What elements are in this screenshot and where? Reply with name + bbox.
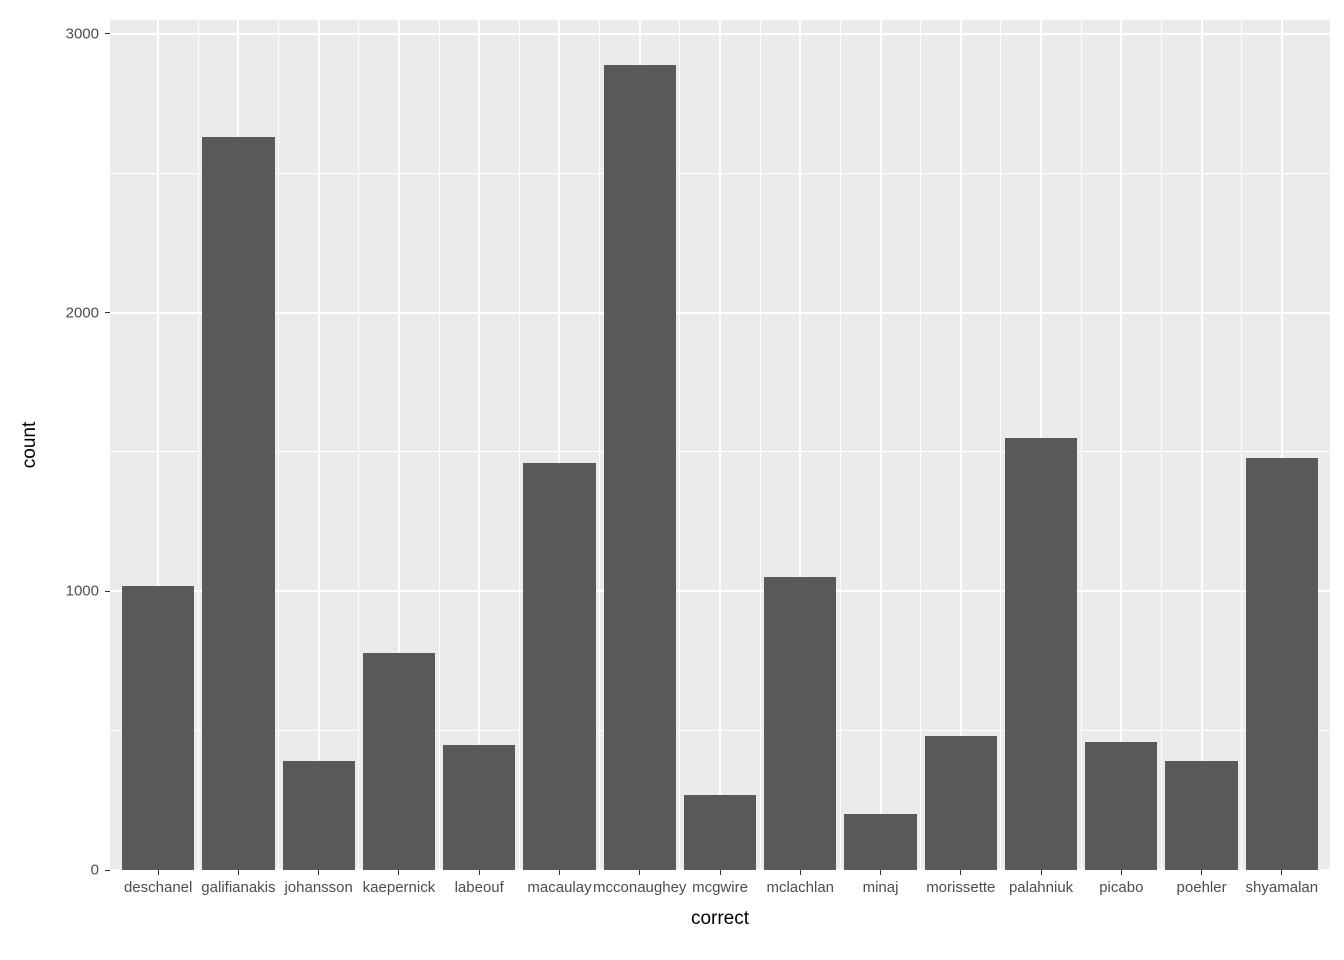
x-tick-label: morissette bbox=[926, 879, 995, 896]
x-tick-label: mclachlan bbox=[766, 879, 834, 896]
bar bbox=[604, 65, 676, 870]
y-tick-mark bbox=[105, 33, 110, 34]
bar-chart: 0 1000 2000 3000 deschanel galifianakis johan… bbox=[0, 0, 1344, 960]
grid-line-minor bbox=[1241, 20, 1242, 870]
bar bbox=[1246, 458, 1318, 870]
x-tick-label: deschanel bbox=[124, 879, 192, 896]
x-tick-label: johansson bbox=[284, 879, 352, 896]
bar bbox=[1165, 761, 1237, 870]
plot-panel bbox=[110, 20, 1330, 870]
grid-line-minor bbox=[760, 20, 761, 870]
x-tick-label: kaepernick bbox=[363, 879, 436, 896]
bar bbox=[764, 577, 836, 870]
grid-line-major bbox=[478, 20, 480, 870]
grid-line-minor bbox=[198, 20, 199, 870]
x-tick-label: palahniuk bbox=[1009, 879, 1073, 896]
x-tick-mark bbox=[880, 870, 881, 875]
bar bbox=[925, 736, 997, 870]
bar bbox=[844, 814, 916, 870]
bar bbox=[523, 463, 595, 870]
x-tick-label: minaj bbox=[863, 879, 899, 896]
grid-line-minor bbox=[358, 20, 359, 870]
grid-line-minor bbox=[519, 20, 520, 870]
x-tick-mark bbox=[720, 870, 721, 875]
grid-line-minor bbox=[599, 20, 600, 870]
x-tick-mark bbox=[238, 870, 239, 875]
x-tick-mark bbox=[398, 870, 399, 875]
x-tick-mark bbox=[479, 870, 480, 875]
bar bbox=[122, 586, 194, 870]
grid-line-major bbox=[880, 20, 882, 870]
bar bbox=[1005, 438, 1077, 870]
x-tick-label: macaulay bbox=[527, 879, 591, 896]
grid-line-minor bbox=[840, 20, 841, 870]
x-tick-mark bbox=[158, 870, 159, 875]
bar bbox=[363, 653, 435, 870]
grid-line-minor bbox=[1081, 20, 1082, 870]
y-axis-title: count bbox=[19, 422, 41, 468]
x-tick-label: labeouf bbox=[455, 879, 504, 896]
x-tick-label: poehler bbox=[1177, 879, 1227, 896]
x-tick-label: shyamalan bbox=[1246, 879, 1319, 896]
grid-line-minor bbox=[679, 20, 680, 870]
grid-line-minor bbox=[439, 20, 440, 870]
x-tick-mark bbox=[639, 870, 640, 875]
x-tick-label: picabo bbox=[1099, 879, 1143, 896]
bar bbox=[684, 795, 756, 870]
y-tick-label: 2000 bbox=[0, 304, 99, 321]
bar bbox=[283, 761, 355, 870]
grid-line-major bbox=[1201, 20, 1203, 870]
bar bbox=[443, 745, 515, 870]
grid-line-major bbox=[318, 20, 320, 870]
x-tick-mark bbox=[318, 870, 319, 875]
x-tick-mark bbox=[559, 870, 560, 875]
x-tick-mark bbox=[1121, 870, 1122, 875]
x-tick-mark bbox=[1281, 870, 1282, 875]
grid-line-minor bbox=[1000, 20, 1001, 870]
x-tick-mark bbox=[1041, 870, 1042, 875]
x-tick-mark bbox=[1201, 870, 1202, 875]
x-tick-mark bbox=[960, 870, 961, 875]
x-tick-mark bbox=[800, 870, 801, 875]
x-axis-title: correct bbox=[691, 908, 749, 930]
grid-line-minor bbox=[920, 20, 921, 870]
x-tick-label: mcgwire bbox=[692, 879, 748, 896]
y-tick-label: 0 bbox=[0, 862, 99, 879]
grid-line-major bbox=[719, 20, 721, 870]
bar bbox=[1085, 742, 1157, 870]
y-tick-mark bbox=[105, 591, 110, 592]
bar bbox=[202, 137, 274, 870]
x-tick-label: mcconaughey bbox=[593, 879, 686, 896]
y-tick-label: 3000 bbox=[0, 25, 99, 42]
x-tick-label: galifianakis bbox=[201, 879, 275, 896]
y-tick-label: 1000 bbox=[0, 583, 99, 600]
y-tick-mark bbox=[105, 312, 110, 313]
grid-line-minor bbox=[1161, 20, 1162, 870]
grid-line-minor bbox=[278, 20, 279, 870]
y-tick-mark bbox=[105, 870, 110, 871]
